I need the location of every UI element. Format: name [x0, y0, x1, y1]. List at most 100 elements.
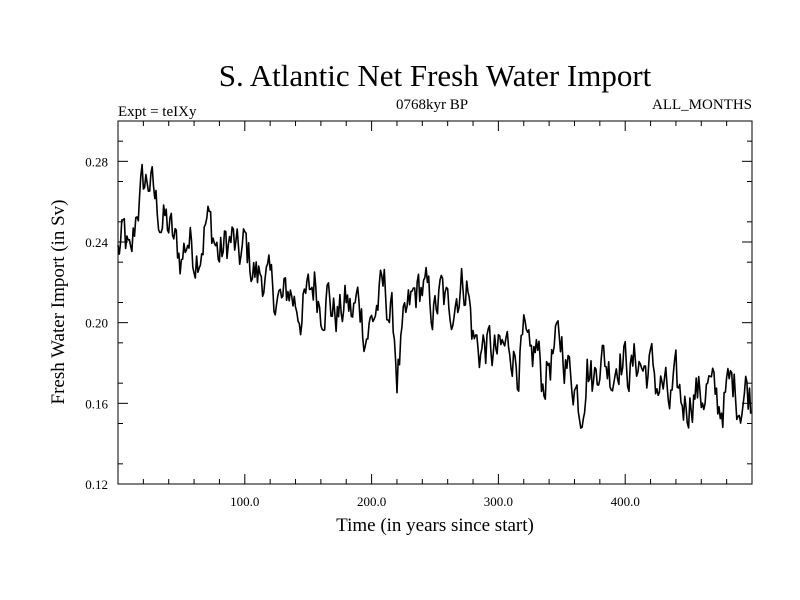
data-point [750, 395, 751, 396]
data-point [117, 252, 118, 253]
data-point [536, 346, 537, 347]
y-tick-label: 0.20 [85, 316, 108, 331]
data-point [155, 205, 156, 206]
data-point [251, 264, 252, 265]
data-point [701, 397, 702, 398]
data-point [181, 258, 182, 259]
data-point [618, 350, 619, 351]
subtitle-left: Expt = teIXy [118, 104, 197, 120]
data-point [479, 348, 480, 349]
data-point [409, 310, 410, 311]
y-tick-label: 0.12 [85, 477, 108, 492]
data-point [720, 407, 721, 408]
data-point [574, 379, 575, 380]
data-point [175, 245, 176, 246]
data-point [485, 344, 486, 345]
y-tick-label: 0.24 [85, 235, 108, 250]
x-tick-label: 100.0 [230, 494, 259, 509]
data-point [270, 292, 271, 293]
data-point [213, 233, 214, 234]
data-point [568, 369, 569, 370]
data-point [225, 245, 226, 246]
data-point [358, 298, 359, 299]
axis-tick-labels: 0.12 0.16 0.20 0.24 0.28 100.0 200.0 300.0 400.0 [85, 154, 640, 509]
data-point [232, 239, 233, 240]
data-point [396, 373, 397, 374]
data-point [472, 336, 473, 337]
data-point [422, 286, 423, 287]
series-layer [117, 163, 752, 429]
data-point [460, 284, 461, 285]
chart-title: S. Atlantic Net Fresh Water Import [219, 58, 652, 93]
data-point [453, 296, 454, 297]
x-tick-label: 200.0 [357, 494, 386, 509]
subtitle-right: ALL_MONTHS [652, 97, 752, 113]
data-point [663, 387, 664, 388]
data-point [168, 227, 169, 228]
data-point [403, 338, 404, 339]
data-point [587, 358, 588, 359]
data-point [130, 270, 131, 271]
x-axis-label: Time (in years since start) [336, 515, 534, 536]
data-point [371, 322, 372, 323]
data-point [352, 316, 353, 317]
data-point [606, 362, 607, 363]
data-point [295, 302, 296, 303]
data-point [492, 352, 493, 353]
y-axis-label: Fresh Water Import (in Sv) [48, 200, 69, 405]
data-point [612, 371, 613, 372]
data-point [276, 294, 277, 295]
data-point [143, 185, 144, 186]
x-tick-label: 300.0 [484, 494, 513, 509]
data-point [561, 342, 562, 343]
series-line [117, 163, 752, 429]
data-point [365, 330, 366, 331]
data-point [327, 290, 328, 291]
data-point [637, 356, 638, 357]
data-point [339, 314, 340, 315]
data-point [415, 294, 416, 295]
data-point [206, 219, 207, 220]
data-point [523, 342, 524, 343]
data-point [441, 294, 442, 295]
data-point [542, 383, 543, 384]
data-point [447, 312, 448, 313]
data-point [219, 258, 220, 259]
data-point [136, 205, 137, 206]
data-point [530, 373, 531, 374]
data-point [511, 342, 512, 343]
data-point [162, 219, 163, 220]
data-point [428, 302, 429, 303]
data-point [390, 314, 391, 315]
data-point [644, 371, 645, 372]
data-point [384, 290, 385, 291]
data-point [289, 288, 290, 289]
data-point [656, 383, 657, 384]
data-point [625, 362, 626, 363]
data-point [282, 306, 283, 307]
data-point [593, 383, 594, 384]
data-point [124, 237, 125, 238]
data-point [320, 302, 321, 303]
data-point [732, 383, 733, 384]
data-point [694, 387, 695, 388]
data-point [517, 362, 518, 363]
data-point [745, 387, 746, 388]
data-point [713, 399, 714, 400]
data-point [650, 366, 651, 367]
data-point [555, 350, 556, 351]
data-point [257, 278, 258, 279]
y-tick-label: 0.16 [85, 396, 108, 411]
data-point [244, 245, 245, 246]
data-point [675, 389, 676, 390]
data-point [314, 280, 315, 281]
data-point [682, 403, 683, 404]
data-point [187, 235, 188, 236]
data-point [669, 407, 670, 408]
x-tick-label: 400.0 [611, 494, 640, 509]
data-point [504, 350, 505, 351]
y-tick-label: 0.28 [85, 154, 108, 169]
data-point [726, 393, 727, 394]
data-point [631, 371, 632, 372]
